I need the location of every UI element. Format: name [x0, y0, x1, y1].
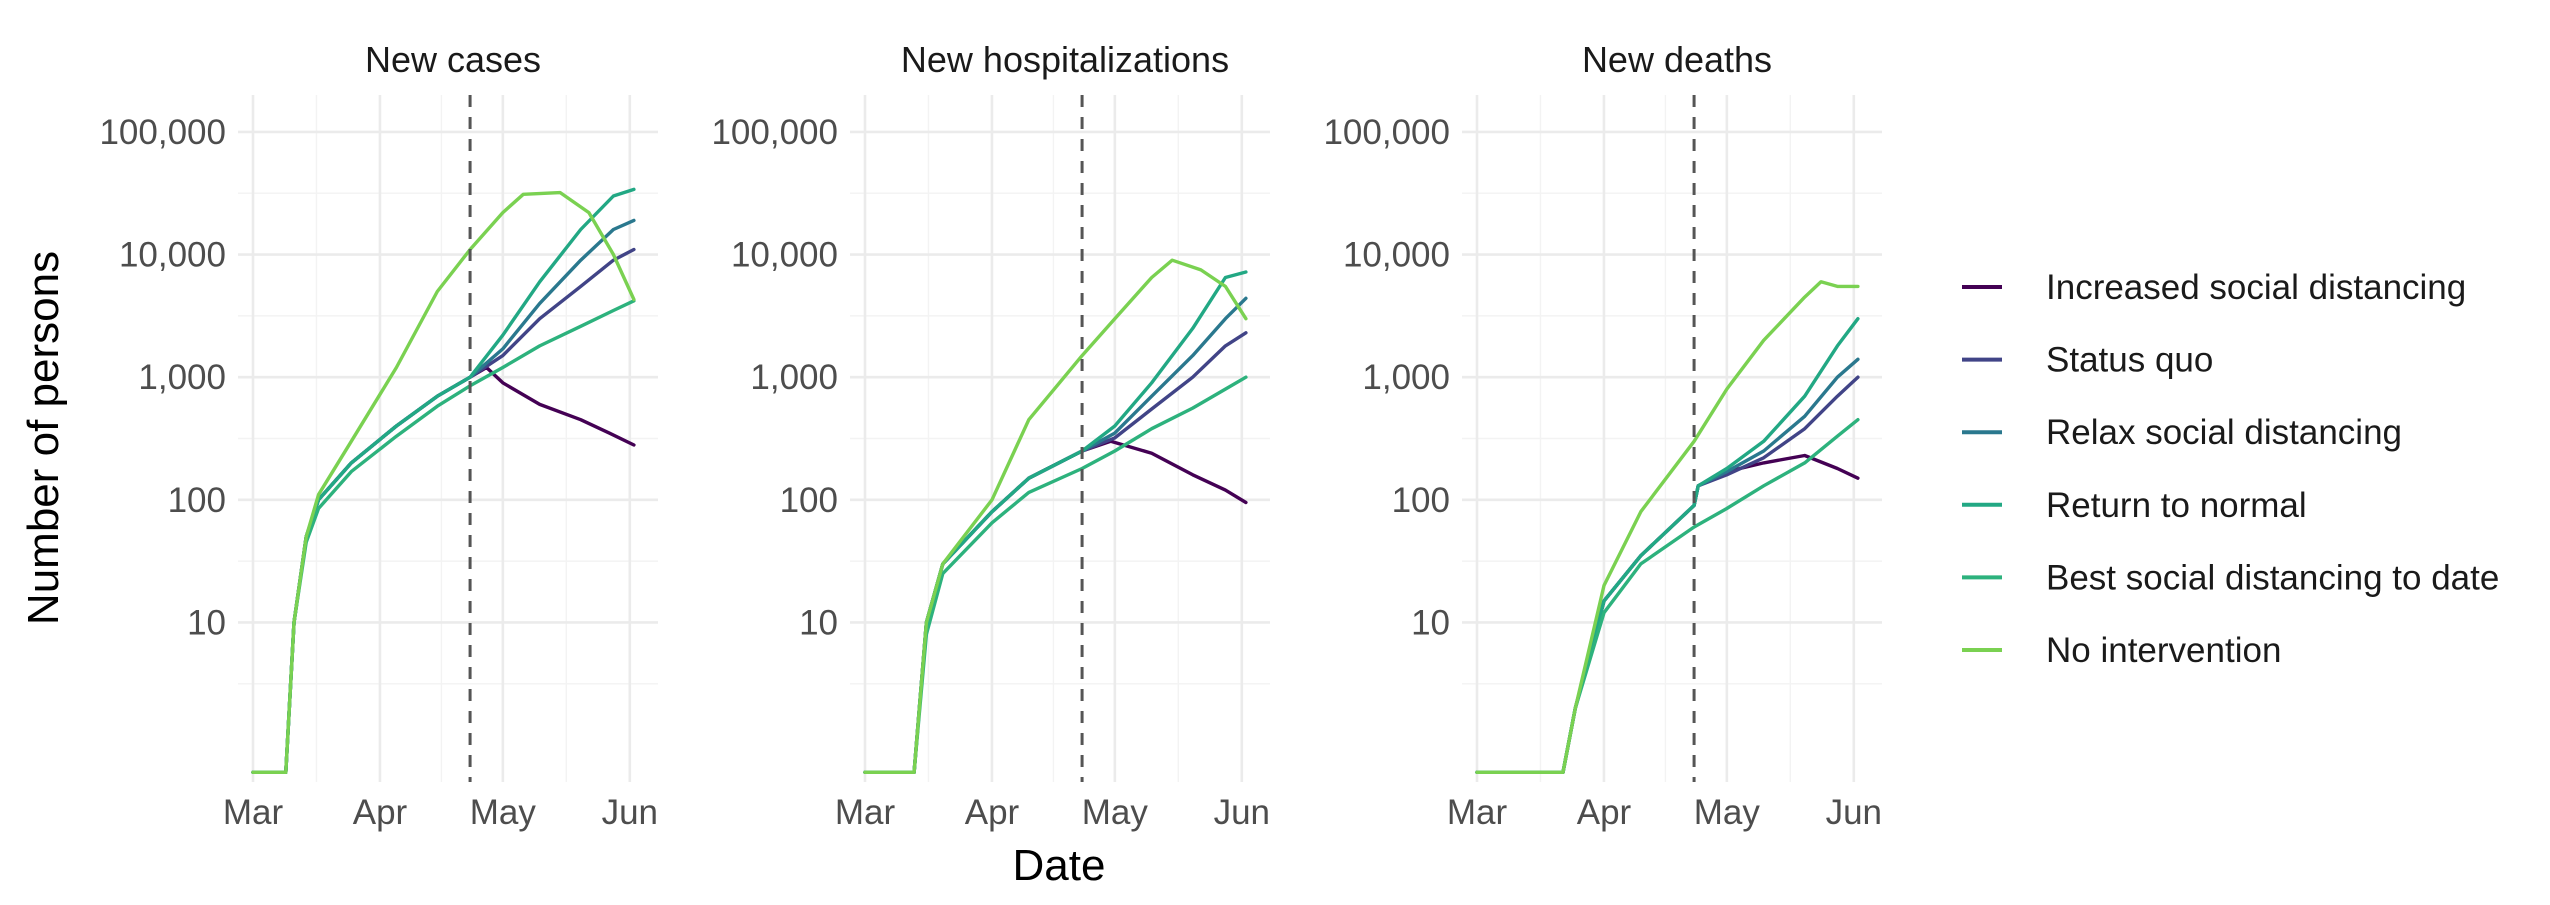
- x-tick-label: Jun: [1214, 793, 1270, 832]
- y-tick-label: 1,000: [1362, 358, 1450, 397]
- x-tick-label: Mar: [835, 793, 896, 832]
- series-line: [1475, 280, 1860, 774]
- y-tick-label: 10,000: [1343, 236, 1450, 275]
- legend-label: Relax social distancing: [2046, 413, 2402, 452]
- legend-label: Best social distancing to date: [2046, 558, 2499, 597]
- legend-label: Return to normal: [2046, 486, 2307, 525]
- series-line: [863, 258, 1248, 774]
- legend-label: Increased social distancing: [2046, 268, 2466, 307]
- legend-item: No intervention: [1962, 631, 2281, 670]
- y-tick-label: 100: [780, 481, 838, 520]
- legend: Increased social distancing Status quo Rel…: [1962, 268, 2499, 670]
- series-line: [251, 365, 636, 774]
- panel-title: New cases: [365, 39, 541, 80]
- y-tick-label: 10: [1411, 603, 1450, 642]
- grid-layer: [238, 95, 1882, 782]
- label-layer: Number of persons Date Mar Apr May Jun 10 100…: [19, 39, 1882, 890]
- panel-title: New deaths: [1582, 39, 1772, 80]
- series-line: [251, 187, 636, 774]
- y-tick-label: 10: [799, 603, 838, 642]
- x-tick-label: Jun: [1826, 793, 1882, 832]
- x-axis-title: Date: [1013, 841, 1106, 890]
- series-line: [251, 218, 636, 774]
- series-line: [1475, 418, 1860, 774]
- y-tick-label: 10: [187, 603, 226, 642]
- x-tick-label: Mar: [223, 793, 284, 832]
- y-tick-label: 10,000: [119, 236, 226, 275]
- legend-item: Relax social distancing: [1962, 413, 2402, 452]
- y-tick-label: 100,000: [1323, 113, 1450, 152]
- x-tick-label: May: [470, 793, 537, 832]
- series-line: [863, 439, 1248, 774]
- x-tick-label: May: [1082, 793, 1149, 832]
- series-line: [1475, 375, 1860, 774]
- series-line: [1475, 357, 1860, 774]
- panel-title: New hospitalizations: [901, 39, 1229, 80]
- y-tick-label: 100,000: [99, 113, 226, 152]
- legend-label: No intervention: [2046, 631, 2281, 670]
- series-layer: [251, 95, 1860, 782]
- y-tick-label: 100: [168, 481, 226, 520]
- y-tick-label: 10,000: [731, 236, 838, 275]
- legend-item: Status quo: [1962, 341, 2213, 380]
- legend-item: Increased social distancing: [1962, 268, 2466, 307]
- y-tick-label: 1,000: [750, 358, 838, 397]
- y-tick-label: 100,000: [711, 113, 838, 152]
- y-tick-label: 100: [1392, 481, 1450, 520]
- x-tick-label: Apr: [1577, 793, 1632, 832]
- x-tick-label: Jun: [602, 793, 658, 832]
- series-line: [863, 331, 1248, 774]
- series-line: [1475, 453, 1860, 774]
- legend-item: Best social distancing to date: [1962, 558, 2499, 597]
- x-tick-label: May: [1694, 793, 1761, 832]
- legend-item: Return to normal: [1962, 486, 2307, 525]
- y-axis-title: Number of persons: [19, 251, 68, 625]
- series-line: [863, 375, 1248, 774]
- series-line: [251, 190, 636, 774]
- legend-label: Status quo: [2046, 341, 2213, 380]
- y-tick-label: 1,000: [138, 358, 226, 397]
- x-tick-label: Apr: [353, 793, 408, 832]
- x-tick-label: Apr: [965, 793, 1020, 832]
- x-tick-label: Mar: [1447, 793, 1508, 832]
- series-line: [251, 299, 636, 774]
